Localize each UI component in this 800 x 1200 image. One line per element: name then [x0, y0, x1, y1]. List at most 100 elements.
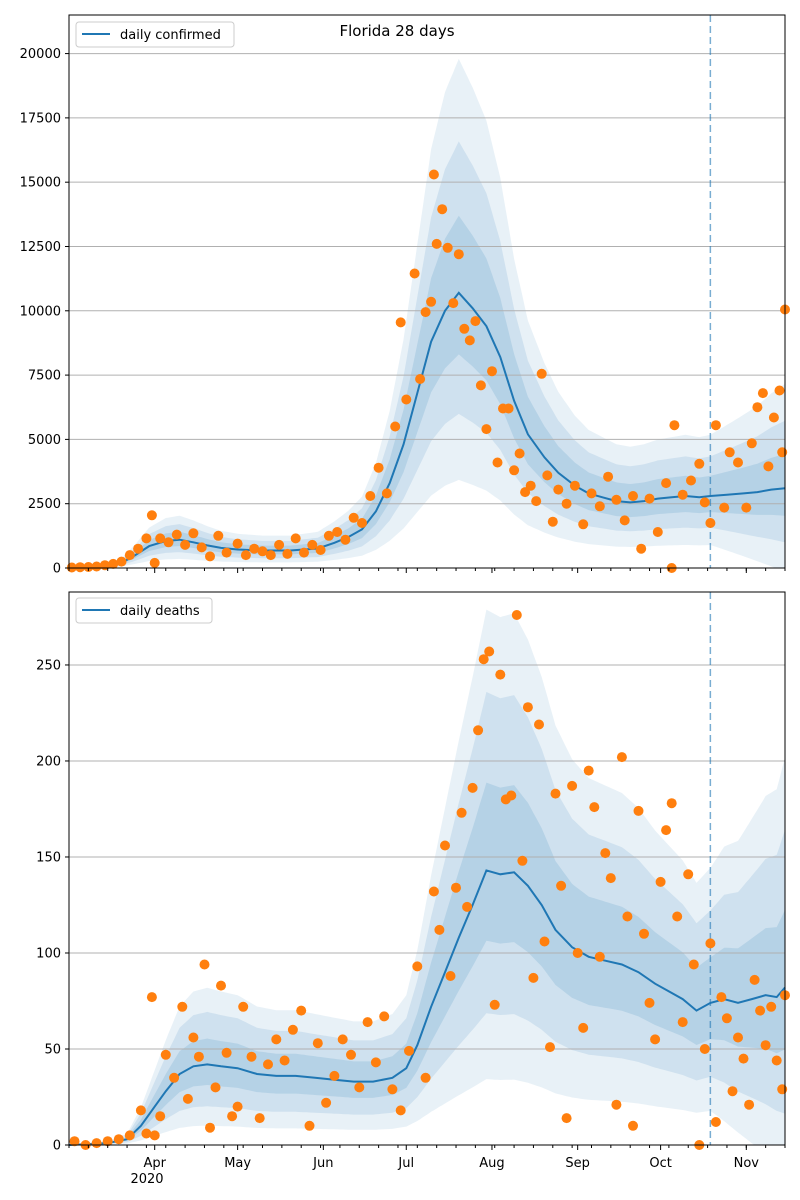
deaths-observation-point: [199, 959, 210, 970]
deaths-observation-point: [478, 654, 489, 665]
confirmed-observation-point: [83, 562, 94, 572]
confirmed-observation-point: [116, 556, 127, 567]
confirmed-observation-point: [221, 547, 232, 558]
confirmed-observation-point: [475, 380, 486, 391]
confirmed-observation-point: [763, 461, 774, 472]
confirmed-observation-point: [348, 512, 359, 523]
xtick-label: Nov: [734, 1156, 760, 1171]
confirmed-y-axis: 0 2500 5000 7500 10000 12500 15000 17500 20000: [20, 47, 69, 577]
xtick-label: Jul: [397, 1156, 414, 1171]
deaths-observation-point: [210, 1082, 221, 1093]
deaths-observation-point: [312, 1038, 323, 1049]
deaths-observation-point: [160, 1049, 171, 1060]
deaths-observation-point: [91, 1138, 102, 1149]
deaths-axes-frame: [68, 591, 786, 1146]
confirmed-observation-point: [628, 491, 638, 501]
deaths-y-axis: 0 50 100 150 200 250: [36, 658, 69, 1154]
deaths-observation-point: [254, 1113, 265, 1124]
deaths-observation-point: [611, 1099, 622, 1110]
confirmed-observation-point: [340, 534, 351, 545]
deaths-observation-point: [578, 1022, 589, 1033]
confirmed-observation-point: [699, 497, 710, 508]
deaths-observation-point: [771, 1055, 782, 1066]
deaths-observation-point: [420, 1072, 431, 1083]
xtick-label: Jun: [312, 1156, 333, 1171]
confirmed-legend: daily confirmed: [75, 21, 235, 48]
confirmed-observation-point: [240, 550, 251, 561]
deaths-observation-point: [362, 1017, 373, 1028]
deaths-observation-point: [232, 1101, 243, 1112]
confirmed-observation-point: [357, 518, 367, 528]
deaths-observation-point: [141, 1128, 152, 1139]
deaths-observation-point: [766, 1001, 777, 1012]
deaths-observation-point: [467, 782, 478, 793]
deaths-observation-point: [677, 1017, 688, 1028]
deaths-observations: [69, 610, 790, 1150]
confirmed-observation-point: [686, 475, 696, 486]
deaths-panel: 0 50 100 150 200 250 Apr May Jun Jul Aug Sep Oct Nov…: [36, 591, 790, 1187]
deaths-observation-point: [644, 997, 655, 1008]
confirmed-observation-point: [232, 538, 243, 549]
confirmed-observation-point: [431, 238, 442, 249]
confirmed-observation-point: [514, 448, 525, 459]
deaths-observation-point: [567, 780, 578, 791]
confirmed-observation-point: [428, 169, 439, 180]
deaths-observation-point: [506, 790, 517, 801]
confirmed-observation-point: [578, 519, 589, 530]
confirmed-observation-point: [525, 480, 536, 491]
deaths-observation-point: [733, 1032, 743, 1043]
deaths-observation-point: [550, 788, 561, 799]
deaths-ytick-label: 250: [36, 658, 61, 673]
confirmed-ytick-label: 5000: [28, 433, 61, 448]
confirmed-ytick-label: 20000: [20, 47, 61, 62]
confirmed-observation-point: [594, 501, 605, 512]
confirmed-observation-point: [323, 530, 334, 541]
confirmed-ytick-label: 10000: [20, 304, 61, 319]
deaths-observation-point: [534, 719, 544, 730]
deaths-observation-point: [528, 972, 539, 983]
confirmed-observation-point: [188, 528, 199, 539]
confirmed-observation-point: [213, 530, 224, 541]
deaths-band-0: [69, 609, 785, 1145]
deaths-observation-point: [545, 1042, 555, 1053]
confirmed-observation-point: [75, 562, 86, 573]
deaths-observation-point: [346, 1049, 356, 1060]
confirmed-ytick-label: 2500: [28, 497, 61, 512]
deaths-observation-point: [495, 669, 506, 680]
xtick-label: Apr: [143, 1156, 166, 1171]
deaths-observation-point: [589, 802, 600, 813]
confirmed-observation-point: [274, 539, 285, 550]
deaths-observation-point: [661, 825, 672, 836]
confirmed-observation-point: [299, 547, 309, 558]
confirmed-observation-point: [481, 424, 492, 435]
deaths-observation-point: [321, 1097, 332, 1108]
deaths-observation-point: [146, 992, 157, 1003]
deaths-ytick-label: 0: [53, 1139, 61, 1154]
confirmed-observation-point: [163, 537, 174, 548]
deaths-observation-point: [749, 974, 760, 985]
deaths-observation-point: [445, 971, 456, 981]
deaths-observation-point: [69, 1136, 80, 1147]
deaths-observation-point: [710, 1117, 721, 1127]
deaths-observation-point: [605, 873, 616, 884]
deaths-observation-point: [462, 901, 473, 912]
deaths-observation-point: [370, 1057, 381, 1068]
deaths-observation-point: [337, 1034, 348, 1045]
confirmed-observation-point: [196, 542, 207, 553]
confirmed-observation-point: [644, 493, 655, 504]
deaths-observation-point: [205, 1122, 215, 1133]
confirmed-observation-point: [257, 546, 268, 557]
deaths-observation-point: [639, 928, 649, 939]
confirmed-observation-point: [777, 447, 788, 458]
deaths-observation-point: [760, 1040, 771, 1051]
deaths-observation-point: [238, 1001, 249, 1012]
deaths-observation-point: [329, 1070, 340, 1081]
confirmed-observation-point: [420, 307, 431, 318]
confirmed-observation-point: [155, 533, 166, 544]
xtick-label: Oct: [649, 1156, 671, 1171]
deaths-observation-point: [628, 1120, 638, 1131]
confirmed-observation-point: [282, 548, 293, 559]
confirmed-observation-point: [108, 558, 119, 569]
confirmed-observation-point: [547, 516, 558, 527]
confirmed-observation-point: [373, 462, 384, 473]
